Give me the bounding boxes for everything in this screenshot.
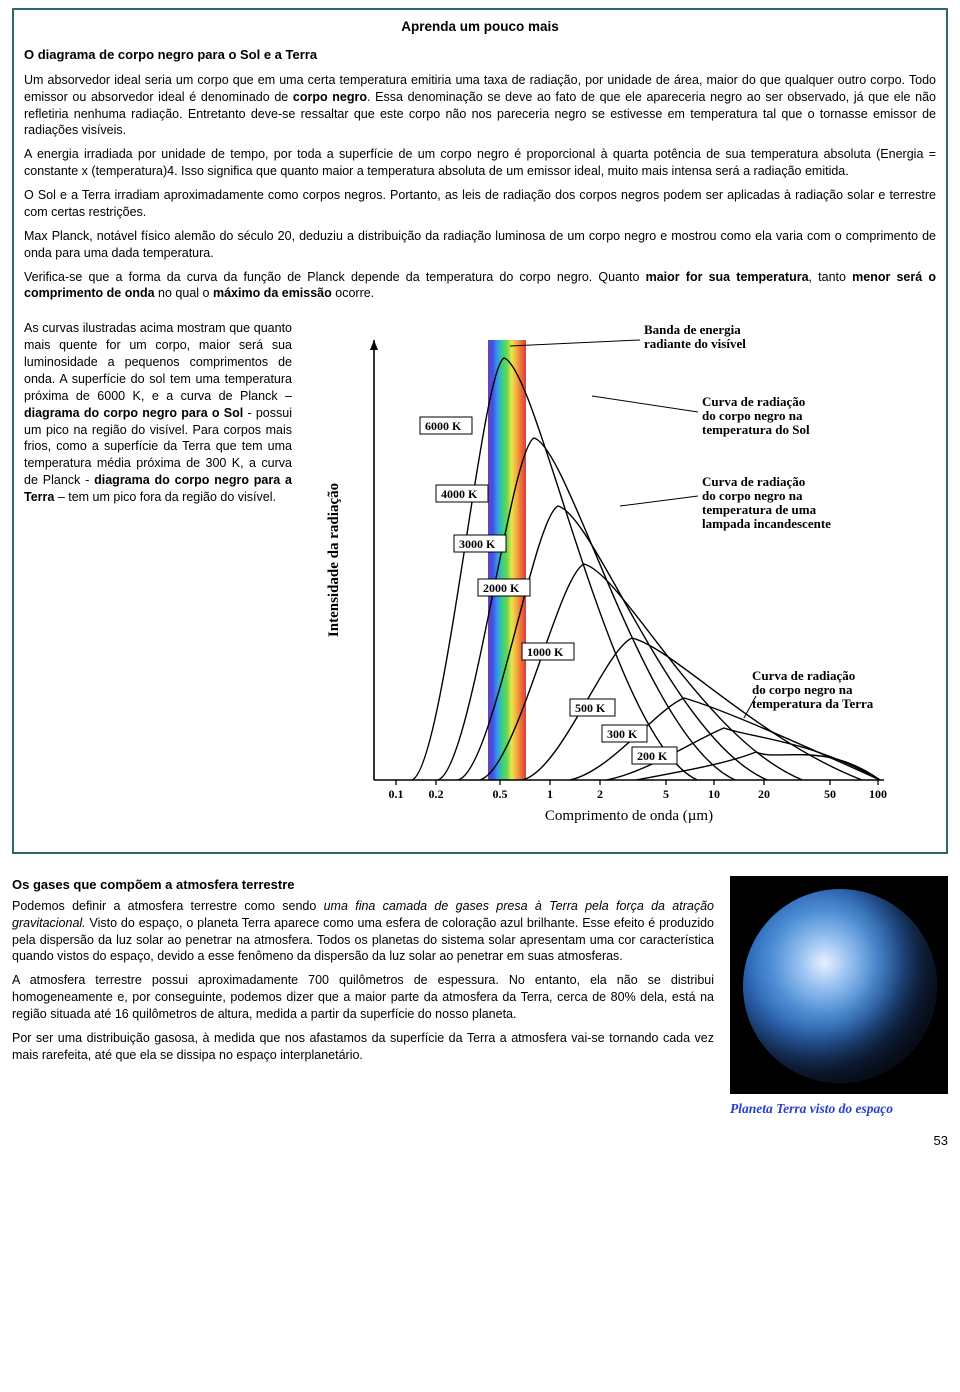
svg-text:50: 50: [824, 787, 836, 801]
panel-subhead: O diagrama de corpo negro para o Sol e a…: [24, 46, 936, 64]
svg-text:1000 K: 1000 K: [527, 645, 564, 659]
section2-body: Podemos definir a atmosfera terrestre co…: [12, 898, 714, 1064]
svg-text:10: 10: [708, 787, 720, 801]
figure-caption-text: As curvas ilustradas acima mostram que q…: [24, 320, 304, 840]
svg-text:temperatura do Sol: temperatura do Sol: [702, 422, 810, 437]
svg-text:lampada incandescente: lampada incandescente: [702, 516, 831, 531]
panel-paragraph: Max Planck, notável físico alemão do séc…: [24, 228, 936, 262]
panel-paragraph: A energia irradiada por unidade de tempo…: [24, 146, 936, 180]
svg-text:Curva de radiação: Curva de radiação: [702, 474, 805, 489]
svg-text:temperatura da Terra: temperatura da Terra: [752, 696, 874, 711]
svg-text:Intensidade da radiação: Intensidade da radiação: [326, 483, 342, 637]
panel-title: Aprenda um pouco mais: [24, 18, 936, 36]
section2-paragraph: A atmosfera terrestre possui aproximadam…: [12, 972, 714, 1023]
section2-head: Os gases que compõem a atmosfera terrest…: [12, 876, 714, 894]
svg-text:Banda de energia: Banda de energia: [644, 322, 741, 337]
svg-text:4000 K: 4000 K: [441, 487, 478, 501]
svg-text:Comprimento de onda (µm): Comprimento de onda (µm): [545, 808, 713, 824]
svg-text:0.1: 0.1: [389, 787, 404, 801]
svg-text:Curva de radiação: Curva de radiação: [752, 668, 855, 683]
earth-image: [730, 876, 948, 1094]
page-number: 53: [12, 1132, 948, 1150]
earth-caption: Planeta Terra visto do espaço: [730, 1100, 948, 1118]
svg-text:2000 K: 2000 K: [483, 581, 520, 595]
atmosphere-section: Os gases que compõem a atmosfera terrest…: [12, 876, 948, 1118]
svg-text:5: 5: [663, 787, 669, 801]
panel-paragraph: Verifica-se que a forma da curva da funç…: [24, 269, 936, 303]
svg-text:2: 2: [597, 787, 603, 801]
svg-text:500 K: 500 K: [575, 701, 606, 715]
figure-row: As curvas ilustradas acima mostram que q…: [24, 320, 936, 840]
panel-paragraph: O Sol e a Terra irradiam aproximadamente…: [24, 187, 936, 221]
svg-text:Curva de radiação: Curva de radiação: [702, 394, 805, 409]
section2-paragraph: Podemos definir a atmosfera terrestre co…: [12, 898, 714, 966]
svg-text:do corpo negro na: do corpo negro na: [752, 682, 853, 697]
svg-text:0.5: 0.5: [493, 787, 508, 801]
section2-paragraph: Por ser uma distribuição gasosa, à medid…: [12, 1030, 714, 1064]
svg-text:300 K: 300 K: [607, 727, 638, 741]
svg-text:200 K: 200 K: [637, 749, 668, 763]
earth-figure: Planeta Terra visto do espaço: [730, 876, 948, 1118]
learn-more-panel: Aprenda um pouco mais O diagrama de corp…: [12, 8, 948, 854]
svg-text:do corpo negro na: do corpo negro na: [702, 408, 803, 423]
earth-sphere: [743, 889, 937, 1083]
svg-text:6000 K: 6000 K: [425, 419, 462, 433]
svg-text:0.2: 0.2: [429, 787, 444, 801]
svg-text:100: 100: [869, 787, 887, 801]
svg-text:3000 K: 3000 K: [459, 537, 496, 551]
svg-text:do corpo negro na: do corpo negro na: [702, 488, 803, 503]
svg-text:radiante do visível: radiante do visível: [644, 336, 746, 351]
svg-text:temperatura de uma: temperatura de uma: [702, 502, 817, 517]
svg-text:20: 20: [758, 787, 770, 801]
panel-body: Um absorvedor ideal seria um corpo que e…: [24, 72, 936, 303]
svg-text:1: 1: [547, 787, 553, 801]
panel-paragraph: Um absorvedor ideal seria um corpo que e…: [24, 72, 936, 140]
planck-chart: 0.1 0.2 0.5 1 2 5 10 20 50 100 Comprimento de onda…: [304, 320, 936, 840]
